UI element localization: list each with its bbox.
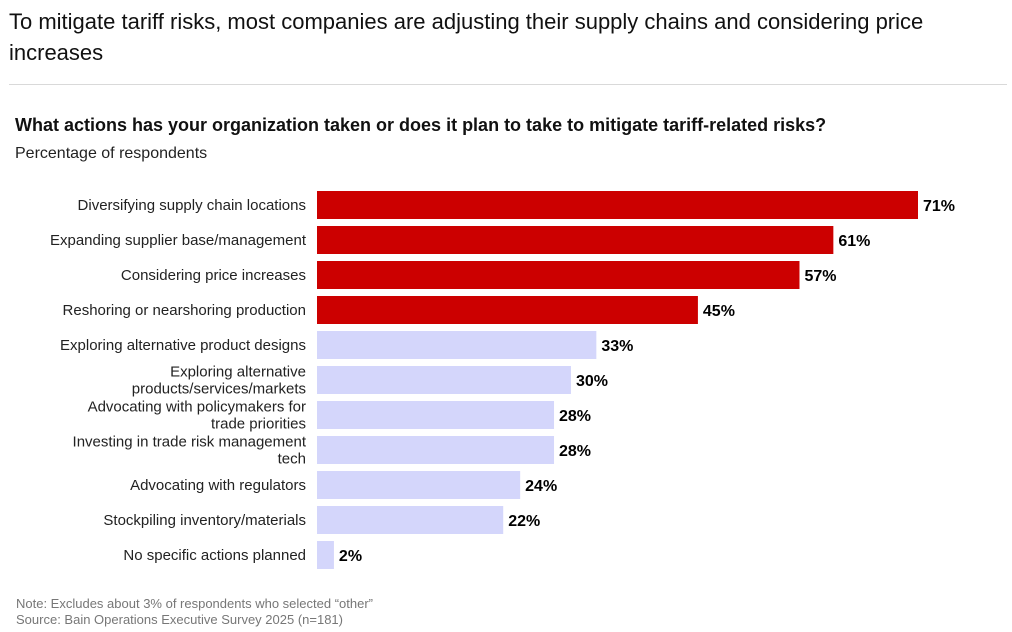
- source-text: Source: Bain Operations Executive Survey…: [16, 612, 343, 627]
- value-label-2: 57%: [804, 268, 836, 285]
- value-label-8: 24%: [525, 478, 557, 495]
- bar-9: [317, 506, 504, 534]
- bar-7: [317, 436, 555, 464]
- chart-title: What actions has your organization taken…: [15, 115, 827, 135]
- category-label-8: Advocating with regulators: [130, 477, 306, 494]
- category-label-7: Investing in trade risk management tech: [73, 434, 307, 468]
- headline: To mitigate tariff risks, most companies…: [9, 9, 924, 65]
- bar-10: [317, 541, 334, 569]
- category-label-1: Expanding supplier base/management: [50, 232, 307, 249]
- value-label-1: 61%: [838, 233, 870, 250]
- value-label-5: 30%: [576, 373, 608, 390]
- chart-subtitle: Percentage of respondents: [15, 145, 208, 162]
- value-label-10: 2%: [339, 548, 362, 565]
- bar-6: [317, 401, 555, 429]
- chart-footnote: Note: Excludes about 3% of respondents w…: [16, 596, 373, 628]
- category-label-6: Advocating with policymakers for trade pr…: [88, 399, 306, 433]
- bar-chart: 71% Diversifying supply chain locations 61…: [50, 191, 955, 569]
- value-label-4: 33%: [601, 338, 633, 355]
- category-label-3: Reshoring or nearshoring production: [63, 302, 306, 319]
- divider: [9, 84, 1007, 85]
- bar-0: [317, 191, 918, 219]
- category-label-2: Considering price increases: [121, 267, 306, 284]
- value-label-0: 71%: [923, 198, 955, 215]
- bar-3: [317, 296, 698, 324]
- value-label-6: 28%: [559, 408, 591, 425]
- bar-2: [317, 261, 800, 289]
- category-label-4: Exploring alternative product designs: [60, 337, 306, 354]
- value-label-7: 28%: [559, 443, 591, 460]
- category-label-5: Exploring alternative products/services/m…: [132, 364, 306, 398]
- value-label-9: 22%: [508, 513, 540, 530]
- bar-5: [317, 366, 571, 394]
- category-label-0: Diversifying supply chain locations: [78, 197, 306, 214]
- bar-4: [317, 331, 597, 359]
- note-text: Note: Excludes about 3% of respondents w…: [16, 596, 373, 611]
- bar-8: [317, 471, 521, 499]
- bar-1: [317, 226, 834, 254]
- category-label-10: No specific actions planned: [123, 547, 306, 564]
- category-label-9: Stockpiling inventory/materials: [103, 512, 306, 529]
- value-label-3: 45%: [703, 303, 735, 320]
